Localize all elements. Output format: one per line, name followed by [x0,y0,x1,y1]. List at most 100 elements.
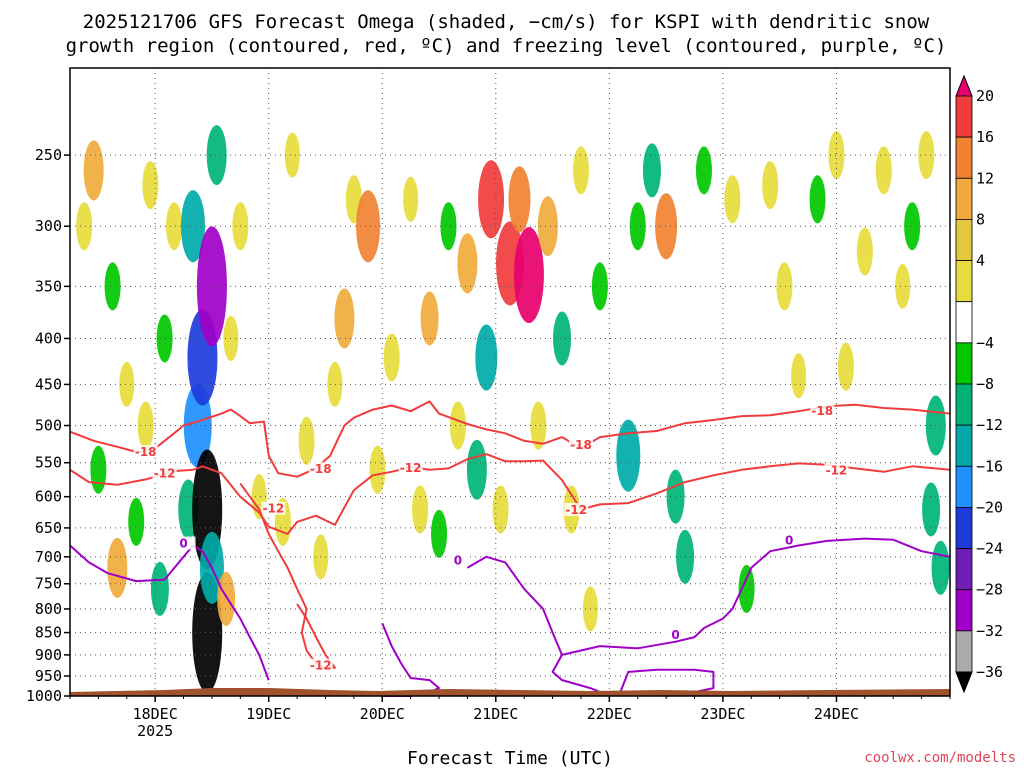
contour-label-dgz-minus-12-3: -12 [565,503,587,517]
y-tick-label-950: 950 [35,667,62,685]
omega-cell-29 [327,361,343,407]
contour-dgz-minus-12 [69,453,951,535]
contour-label-freezing-level-0-2: 0 [671,628,679,642]
colorbar-label-4: 4 [976,252,985,270]
contour-label-bg-dgz-minus-12-lower-0 [308,658,333,672]
omega-cell-21 [217,572,236,627]
omega-cell-35 [403,176,419,222]
colorbar-segment-5 [955,260,973,303]
omega-cell-50 [537,196,558,257]
colorbar: 20 16 12 8 4 −4 −8 −12 −16 −20 −24 −28 −32 −36 [955,74,1003,694]
colorbar-segment-8 [955,383,973,426]
omega-cell-72 [875,146,892,195]
y-tick-label-250: 250 [35,146,62,164]
contour-layer: -18 -18 -18 -18 -12 -12 -12 -12 -12 -12 0 0 0 0 [69,400,951,697]
colorbar-bottom-arrow [955,671,973,694]
contour-label-bg-freezing-level-0-0 [171,536,196,550]
omega-cell-75 [918,131,935,180]
colorbar-segment-12 [955,548,973,591]
colorbar-label-1: 16 [976,128,994,146]
y-axis-ticks: 250 300 350 400 450 500 550 600 650 700 750 800 850 9… [26,146,70,705]
colorbar-segment-1 [955,95,973,138]
x-tick-label-20DEC: 20DEC [360,705,405,723]
contour-label-dgz-minus-18-0: -18 [135,445,157,459]
omega-cell-27 [298,416,315,465]
colorbar-label-5: −4 [976,334,994,352]
colorbar-segment-6 [955,301,973,344]
contour-dgz-minus-12-lower [239,482,336,669]
contour-label-freezing-level-0-0: 0 [179,537,187,551]
omega-cell-0 [76,202,93,251]
omega-cell-2 [90,445,107,494]
omega-cell-65 [762,161,779,210]
contour-label-freezing-level-0-3: 0 [785,534,793,548]
contour-label-bg-freezing-level-0-1 [445,553,470,567]
contour-label-bg-dgz-minus-18-3 [810,403,835,417]
contour-label-bg-dgz-minus-12-2 [398,460,423,474]
colorbar-label-13: −36 [976,663,1003,681]
y-tick-label-350: 350 [35,277,62,295]
x-axis-label: Forecast Time (UTC) [407,748,613,768]
y-tick-label-300: 300 [35,217,62,235]
colorbar-top-arrow [955,74,973,97]
x-tick-label-18DEC: 18DEC [133,705,178,723]
contour-label-dgz-minus-18-2: -18 [570,438,592,452]
contour-label-bg-dgz-minus-12-3 [564,502,589,516]
contour-label-dgz-minus-18-1: -18 [310,462,332,476]
x-tick-label-22DEC: 22DEC [587,705,632,723]
y-tick-label-1000: 1000 [26,687,62,705]
colorbar-segment-4 [955,219,973,261]
omega-cell-74 [904,202,921,251]
omega-cell-78 [931,540,950,595]
y-tick-label-450: 450 [35,375,62,393]
colorbar-label-9: −20 [976,498,1003,516]
omega-cell-62 [695,146,712,195]
x-tick-label-19DEC: 19DEC [246,705,291,723]
omega-cell-44 [478,160,505,239]
plot-area: -18 -18 -18 -18 -12 -12 -12 -12 -12 -12 0 0 0 0 [69,67,951,697]
omega-cell-34 [383,333,400,382]
colorbar-segment-11 [955,507,973,549]
omega-cell-69 [828,131,845,180]
contour-freezing-level-0 [69,544,270,681]
colorbar-segment-3 [955,177,973,220]
contour-label-freezing-level-0-1: 0 [454,553,462,567]
contour-label-dgz-minus-12-4: -12 [826,464,848,478]
credit-text: coolwx.com/modelts [864,750,1016,766]
omega-cell-18 [196,226,227,347]
contour-label-dgz-minus-12-2: -12 [400,461,422,475]
omega-cell-64 [738,564,755,613]
contour-dgz-minus-18 [69,400,951,478]
colorbar-label-6: −8 [976,375,994,393]
contour-label-bg-dgz-minus-12-4 [824,463,849,477]
colorbar-segment-7 [955,342,973,385]
omega-cell-63 [724,175,741,224]
contour-label-bg-dgz-minus-12-0 [152,466,177,480]
omega-cell-73 [895,263,911,309]
omega-cell-66 [776,262,793,311]
colorbar-segment-2 [955,136,973,179]
omega-cell-70 [837,342,854,391]
omega-cell-1 [83,140,104,201]
omega-cell-33 [369,445,386,494]
contour-freezing-level-0-east [466,555,610,697]
plot-frame [69,67,951,697]
contour-label-bg-dgz-minus-18-0 [133,445,158,459]
y-tick-label-650: 650 [35,519,62,537]
y-tick-label-700: 700 [35,548,62,566]
omega-cell-41 [457,233,478,294]
colorbar-label-3: 8 [976,210,985,228]
contour-label-dgz-minus-12-0: -12 [154,466,176,480]
omega-cell-56 [616,419,641,492]
omega-cell-42 [466,439,487,500]
omega-cell-53 [572,146,589,195]
y-tick-label-900: 900 [35,646,62,664]
contour-label-dgz-minus-12-lower-0: -12 [310,659,332,673]
omega-cell-26 [284,132,300,178]
omega-cell-67 [791,353,807,399]
contour-label-bg-dgz-minus-12-1 [261,501,286,515]
omega-cell-11 [166,202,183,251]
omega-cell-51 [553,311,572,366]
chart-title-line-1: 2025121706 GFS Forecast Omega (shaded, −… [83,11,930,33]
colorbar-label-8: −16 [976,457,1003,475]
